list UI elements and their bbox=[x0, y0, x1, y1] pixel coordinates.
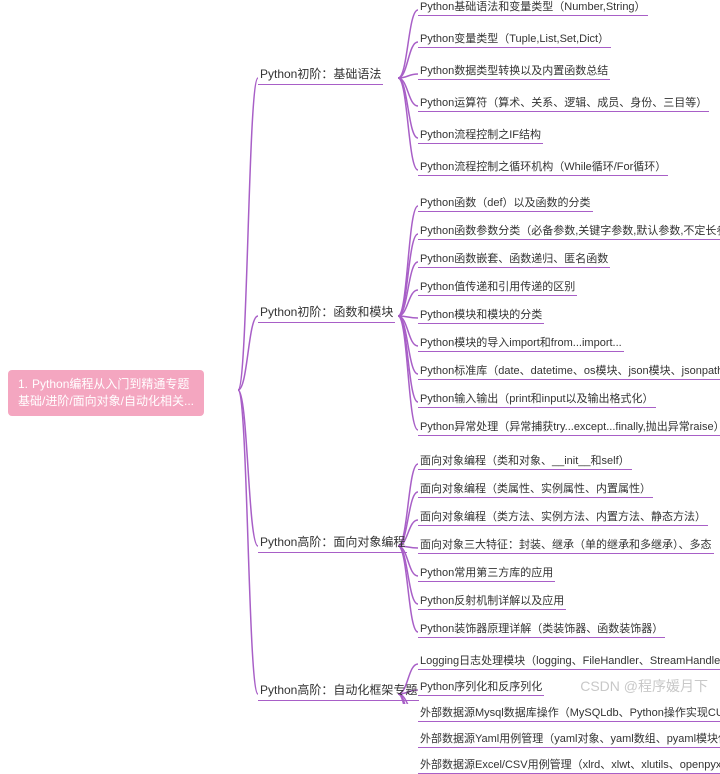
leaf-node[interactable]: 外部数据源Yaml用例管理（yaml对象、yaml数组、pyaml模块使用） bbox=[418, 729, 720, 748]
leaf-node[interactable]: 面向对象编程（类属性、实例属性、内置属性） bbox=[418, 479, 653, 498]
branch-node[interactable]: Python初阶：基础语法 bbox=[258, 63, 383, 85]
leaf-node[interactable]: Python函数参数分类（必备参数,关键字参数,默认参数,不定长参数） bbox=[418, 221, 720, 240]
leaf-node[interactable]: 面向对象三大特征：封装、继承（单的继承和多继承）、多态 bbox=[418, 535, 714, 554]
leaf-node[interactable]: Python流程控制之循环机构（While循环/For循环） bbox=[418, 157, 668, 176]
leaf-node[interactable]: Python值传递和引用传递的区别 bbox=[418, 277, 577, 296]
leaf-node[interactable]: Python函数（def）以及函数的分类 bbox=[418, 193, 593, 212]
leaf-node[interactable]: Logging日志处理模块（logging、FileHandler、Stream… bbox=[418, 651, 720, 670]
leaf-node[interactable]: Python数据类型转换以及内置函数总结 bbox=[418, 61, 610, 80]
leaf-node[interactable]: Python序列化和反序列化 bbox=[418, 677, 544, 696]
watermark: CSDN @程序媛月下 bbox=[580, 676, 708, 696]
leaf-node[interactable]: 外部数据源Excel/CSV用例管理（xlrd、xlwt、xlutils、ope… bbox=[418, 755, 720, 774]
root-index: 1. bbox=[18, 376, 28, 393]
leaf-node[interactable]: 面向对象编程（类方法、实例方法、内置方法、静态方法） bbox=[418, 507, 708, 526]
root-title-line1: Python编程从入门到精通专题 bbox=[32, 377, 189, 391]
branch-node[interactable]: Python高阶：自动化框架专题 bbox=[258, 679, 419, 701]
leaf-node[interactable]: 外部数据源Mysql数据库操作（MySQLdb、Python操作实现CURD、事… bbox=[418, 703, 720, 722]
leaf-node[interactable]: Python输入输出（print和input以及输出格式化） bbox=[418, 389, 656, 408]
leaf-node[interactable]: Python流程控制之IF结构 bbox=[418, 125, 543, 144]
root-node[interactable]: 1. Python编程从入门到精通专题 基础/进阶/面向对象/自动化相关... bbox=[8, 370, 204, 416]
leaf-node[interactable]: Python模块的导入import和from...import... bbox=[418, 333, 624, 352]
branch-node[interactable]: Python高阶：面向对象编程 bbox=[258, 531, 407, 553]
leaf-node[interactable]: Python运算符（算术、关系、逻辑、成员、身份、三目等） bbox=[418, 93, 709, 112]
branch-node[interactable]: Python初阶：函数和模块 bbox=[258, 301, 395, 323]
root-title-line2: 基础/进阶/面向对象/自动化相关... bbox=[18, 394, 194, 408]
leaf-node[interactable]: Python基础语法和变量类型（Number,String） bbox=[418, 0, 648, 16]
mindmap-canvas: 1. Python编程从入门到精通专题 基础/进阶/面向对象/自动化相关... P… bbox=[0, 0, 720, 704]
leaf-node[interactable]: Python常用第三方库的应用 bbox=[418, 563, 555, 582]
leaf-node[interactable]: Python函数嵌套、函数递归、匿名函数 bbox=[418, 249, 610, 268]
leaf-node[interactable]: Python异常处理（异常捕获try...except...finally,抛出… bbox=[418, 417, 720, 436]
leaf-node[interactable]: Python变量类型（Tuple,List,Set,Dict） bbox=[418, 29, 611, 48]
leaf-node[interactable]: Python标准库（date、datetime、os模块、json模块、json… bbox=[418, 361, 720, 380]
leaf-node[interactable]: Python模块和模块的分类 bbox=[418, 305, 544, 324]
leaf-node[interactable]: Python反射机制详解以及应用 bbox=[418, 591, 566, 610]
leaf-node[interactable]: Python装饰器原理详解（类装饰器、函数装饰器） bbox=[418, 619, 665, 638]
leaf-node[interactable]: 面向对象编程（类和对象、__init__和self） bbox=[418, 451, 632, 470]
